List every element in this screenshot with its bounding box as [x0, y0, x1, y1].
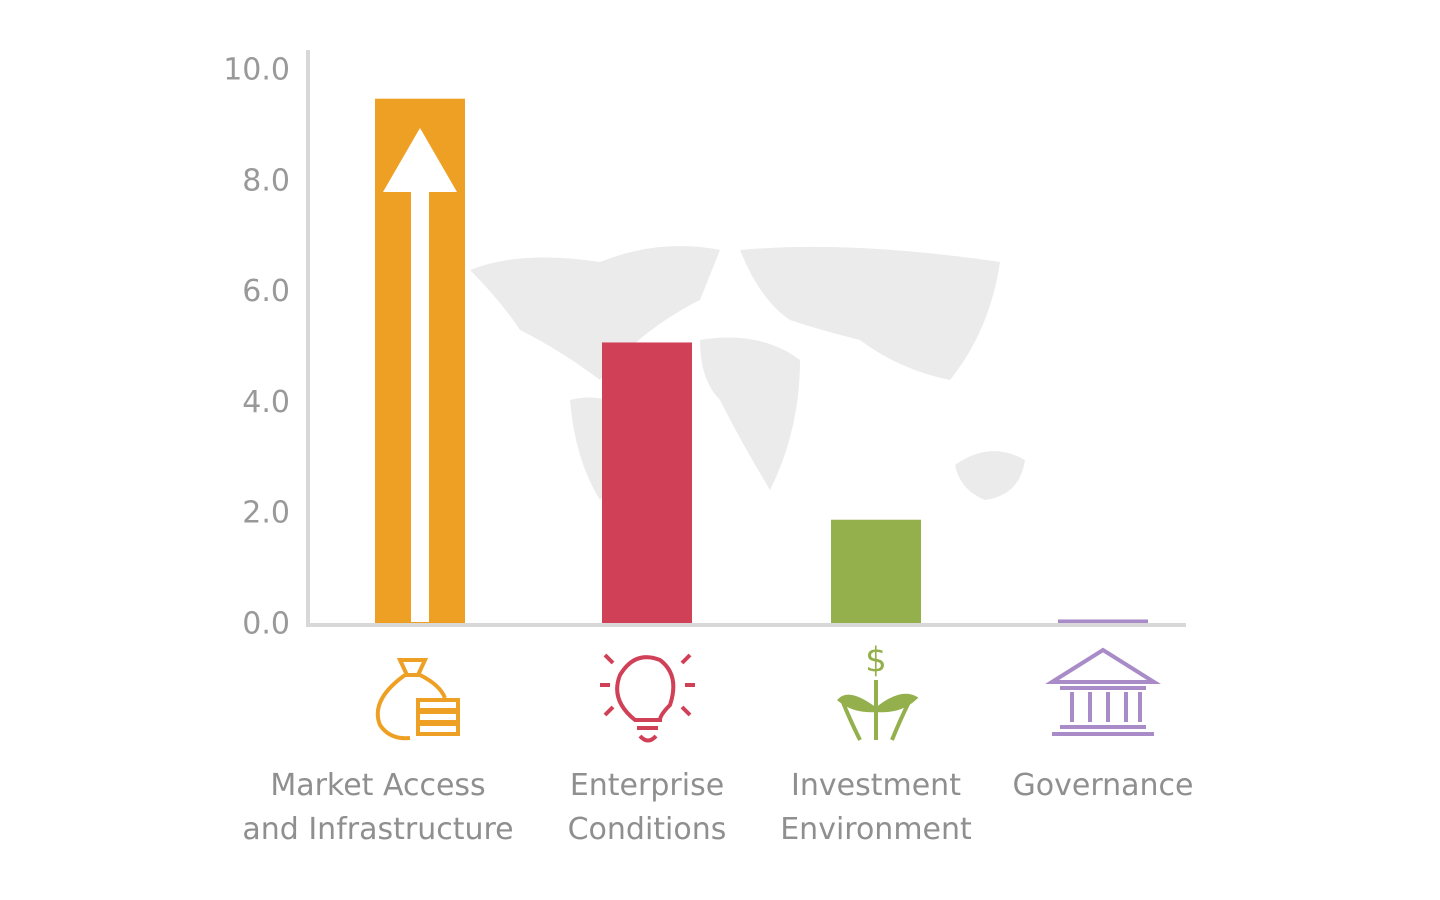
y-tick-label: 0.0 [242, 607, 290, 642]
money-bag-icon [375, 658, 460, 741]
y-tick-label: 2.0 [242, 496, 290, 531]
y-tick-label: 8.0 [242, 163, 290, 198]
arrow-decoration [383, 128, 457, 622]
bank-icon [1045, 647, 1161, 736]
lightbulb-icon [600, 653, 695, 743]
bar [831, 519, 921, 625]
y-tick-label: 10.0 [223, 53, 290, 88]
x-tick-label: Governance [1012, 768, 1194, 803]
bar [602, 342, 692, 625]
world-map [470, 246, 1025, 500]
x-tick-label: Market Access and Infrastructure [242, 768, 514, 847]
x-tick-label: Investment Environment [780, 768, 972, 847]
bar [1058, 619, 1148, 625]
svg-text:$: $ [865, 641, 887, 681]
y-tick-label: 6.0 [242, 274, 290, 309]
icons: $ [375, 641, 1161, 743]
plant-icon: $ [837, 641, 919, 741]
y-tick-label: 4.0 [242, 385, 290, 420]
x-tick-label: Enterprise Conditions [567, 768, 727, 847]
